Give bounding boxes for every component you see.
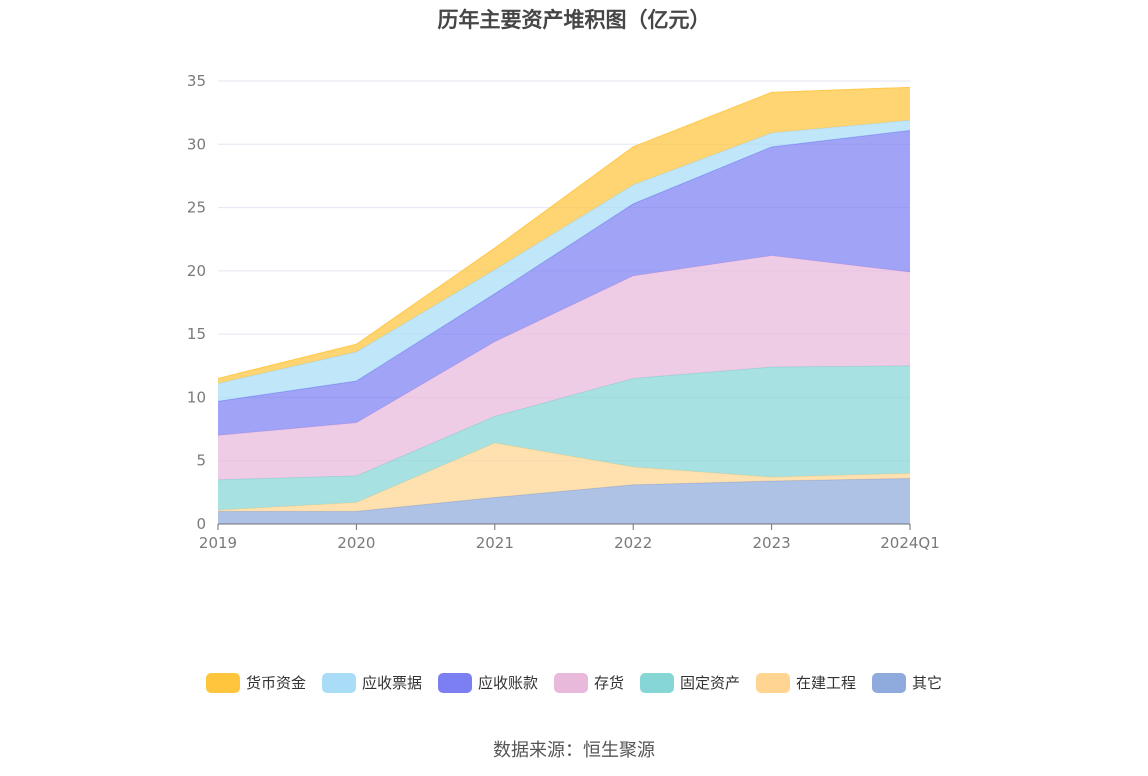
- y-tick-label: 25: [187, 199, 206, 217]
- legend-swatch: [756, 672, 791, 693]
- legend-label: 货币资金: [245, 674, 306, 692]
- x-tick-label: 2021: [476, 534, 514, 552]
- legend-item[interactable]: 应收票据: [321, 672, 422, 693]
- legend-item[interactable]: 应收账款: [437, 672, 538, 693]
- legend-label: 在建工程: [796, 674, 857, 692]
- legend-item[interactable]: 其它: [872, 672, 942, 693]
- area-series-group: [217, 86, 911, 524]
- area-series-1: [218, 442, 910, 512]
- area-edge-6: [217, 86, 911, 379]
- axes: 0 5 10 15 20 25 30 35 2019 2020 2021 2022 2023 2024Q1: [187, 72, 940, 552]
- x-tick-label: 2023: [753, 534, 791, 552]
- area-edge-0: [218, 477, 911, 512]
- legend-swatch: [205, 672, 240, 693]
- y-tick-label: 5: [196, 452, 206, 470]
- legend-swatch: [437, 672, 472, 693]
- area-series-5: [218, 120, 910, 402]
- legend-label: 存货: [593, 674, 624, 692]
- legend-item[interactable]: 固定资产: [640, 672, 740, 693]
- y-tick-label: 35: [187, 72, 206, 90]
- x-tick-label: 2019: [199, 534, 237, 552]
- x-tick-label: 2020: [337, 534, 375, 552]
- y-tick-label: 10: [187, 388, 206, 406]
- legend-swatch: [553, 672, 588, 693]
- legend-item[interactable]: 货币资金: [205, 672, 306, 693]
- area-series-3: [218, 255, 910, 480]
- legend-item[interactable]: 在建工程: [756, 672, 856, 693]
- y-tick-label: 20: [187, 262, 206, 280]
- source-note: 数据来源：恒生聚源: [493, 740, 655, 761]
- y-tick-label: 15: [187, 325, 206, 343]
- y-tick-label: 30: [187, 135, 206, 153]
- legend-label: 应收账款: [477, 674, 538, 692]
- area-series-0: [218, 478, 910, 524]
- legend-label: 其它: [912, 674, 943, 692]
- legend-label: 应收票据: [361, 674, 422, 692]
- x-tick-label: 2024Q1: [880, 534, 940, 552]
- legend-item[interactable]: 存货: [553, 672, 624, 693]
- chart-title: 历年主要资产堆积图（亿元）: [437, 8, 711, 32]
- area-series-2: [218, 365, 910, 511]
- x-tick-label: 2022: [614, 534, 652, 552]
- legend-swatch: [640, 672, 674, 693]
- legend-swatch: [872, 672, 907, 693]
- legend-swatch: [321, 672, 356, 693]
- legend-label: 固定资产: [680, 674, 741, 692]
- y-tick-label: 0: [196, 515, 206, 533]
- legend: 货币资金 应收票据 应收账款 存货 固定资产 在建工程 其它: [0, 672, 1148, 693]
- area-series-6: [218, 87, 910, 384]
